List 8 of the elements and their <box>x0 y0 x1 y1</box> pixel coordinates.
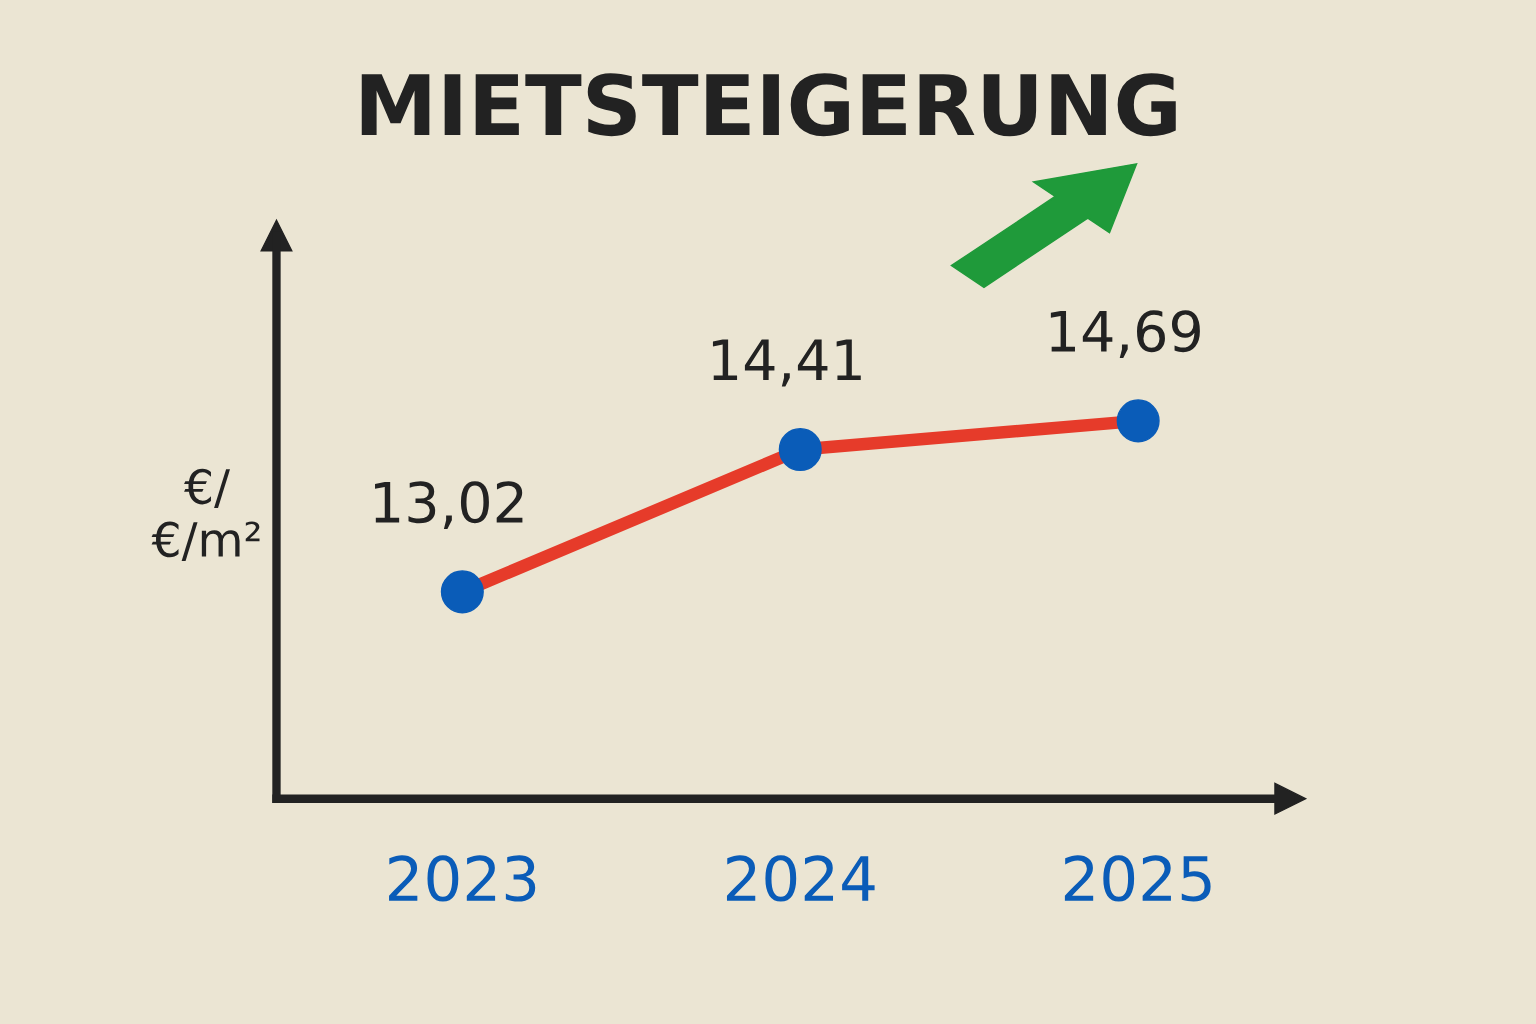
data-label: 14,41 <box>712 339 861 387</box>
x-tick-label: 2023 <box>389 855 536 902</box>
chart-title: MIETSTEIGERUNG <box>361 73 1176 137</box>
x-tick-label: 2024 <box>726 855 875 902</box>
data-label: 14,69 <box>1050 310 1200 358</box>
y-axis-title: €/ €/m² <box>151 468 260 561</box>
x-tick-label: 2025 <box>1064 855 1211 902</box>
data-label: 13,02 <box>375 481 523 529</box>
